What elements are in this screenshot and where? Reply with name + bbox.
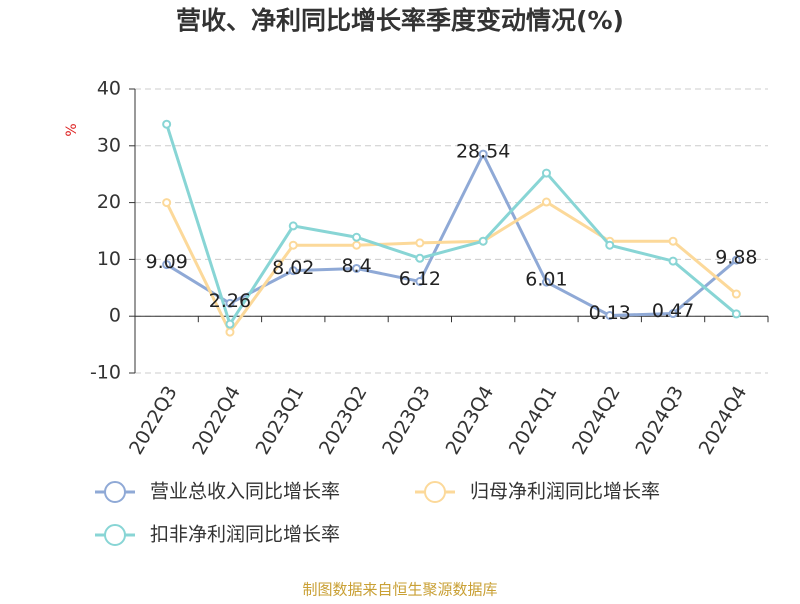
point xyxy=(288,266,298,276)
x-tick-label: 2022Q4 xyxy=(188,382,245,458)
x-tick-label: 2023Q1 xyxy=(252,382,309,458)
y-tick-label: 20 xyxy=(97,191,121,213)
x-tick-label: 2023Q4 xyxy=(441,382,498,458)
data-label: 9.09 xyxy=(145,251,187,273)
point xyxy=(605,240,615,250)
point xyxy=(731,309,741,319)
point xyxy=(541,168,551,178)
point xyxy=(541,277,551,287)
x-tick-label: 2024Q1 xyxy=(505,382,562,458)
x-tick-label: 2024Q2 xyxy=(568,382,625,458)
point xyxy=(478,149,488,159)
y-tick-label: 40 xyxy=(97,78,121,100)
y-tick-label: 0 xyxy=(109,305,121,327)
data-label: 2.26 xyxy=(209,290,251,312)
y-tick-label: 30 xyxy=(97,134,121,156)
point xyxy=(541,197,551,207)
point xyxy=(225,298,235,308)
data-label: 6.12 xyxy=(399,268,441,290)
point xyxy=(225,327,235,337)
point xyxy=(288,221,298,231)
y-axis-label: % xyxy=(64,123,80,136)
point xyxy=(415,238,425,248)
legend-label: 营业总收入同比增长率 xyxy=(150,481,340,503)
data-label: 8.4 xyxy=(341,255,371,277)
x-tick-label: 2022Q3 xyxy=(125,382,182,458)
data-label: 6.01 xyxy=(525,269,567,291)
point xyxy=(162,198,172,208)
y-tick-label: 10 xyxy=(97,248,121,270)
point xyxy=(352,232,362,242)
legend-marker xyxy=(104,524,126,546)
data-label: 0.13 xyxy=(589,302,631,324)
data-label: 8.02 xyxy=(272,257,314,279)
point xyxy=(225,319,235,329)
point xyxy=(415,276,425,286)
point xyxy=(605,310,615,320)
point xyxy=(352,263,362,273)
data-label: 9.88 xyxy=(715,247,757,269)
point xyxy=(162,260,172,270)
footer: 制图数据来自恒生聚源数据库 xyxy=(302,581,497,599)
point xyxy=(478,236,488,246)
x-tick-label: 2024Q4 xyxy=(695,382,752,458)
chart-title: 营收、净利同比增长率季度变动情况(%) xyxy=(176,6,624,35)
x-tick-label: 2024Q3 xyxy=(631,382,688,458)
point xyxy=(668,256,678,266)
legend-marker xyxy=(104,481,126,503)
point xyxy=(668,309,678,319)
point xyxy=(731,289,741,299)
series-line xyxy=(165,200,738,336)
point xyxy=(668,236,678,246)
legend-label: 归母净利润同比增长率 xyxy=(470,481,660,503)
point xyxy=(352,240,362,250)
x-tick-label: 2023Q3 xyxy=(378,382,435,458)
point xyxy=(415,253,425,263)
point xyxy=(162,119,172,129)
legend-marker xyxy=(424,481,446,503)
y-tick-label: -10 xyxy=(90,362,121,384)
series-line xyxy=(165,123,738,328)
x-tick-label: 2023Q2 xyxy=(315,382,372,458)
point xyxy=(731,255,741,265)
data-label: 0.47 xyxy=(652,300,694,322)
legend-label: 扣非净利润同比增长率 xyxy=(150,524,340,546)
point xyxy=(288,240,298,250)
data-label: 28.54 xyxy=(456,141,510,163)
